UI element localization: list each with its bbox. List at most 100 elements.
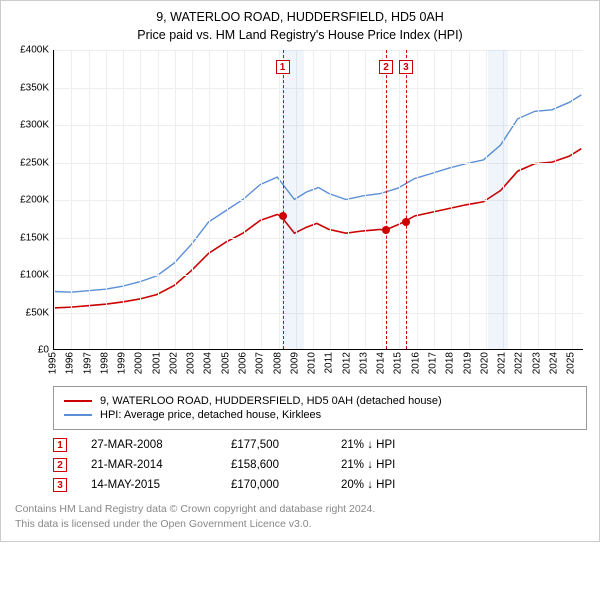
legend-swatch: [64, 414, 92, 416]
sale-price: £170,000: [231, 479, 341, 491]
x-tick-label: 2014: [376, 352, 387, 374]
sale-row: 2 21-MAR-2014£158,60021% ↓ HPI: [53, 458, 587, 472]
sale-marker-line: [283, 50, 284, 349]
x-tick-label: 2019: [462, 352, 473, 374]
x-tick-label: 2009: [289, 352, 300, 374]
gridline-v: [451, 50, 452, 349]
gridline-v: [469, 50, 470, 349]
footnote: Contains HM Land Registry data © Crown c…: [15, 502, 587, 531]
x-tick-label: 2005: [220, 352, 231, 374]
gridline-v: [330, 50, 331, 349]
x-tick-label: 2004: [203, 352, 214, 374]
gridline-v: [313, 50, 314, 349]
x-tick-label: 2010: [307, 352, 318, 374]
legend-swatch: [64, 400, 92, 402]
sale-diff: 20% ↓ HPI: [341, 479, 461, 491]
x-tick-label: 2016: [410, 352, 421, 374]
sale-marker-line: [406, 50, 407, 349]
gridline-v: [192, 50, 193, 349]
recession-band: [488, 50, 509, 349]
y-tick-label: £400K: [20, 45, 49, 56]
sale-dot: [402, 218, 410, 226]
x-tick-label: 2024: [548, 352, 559, 374]
y-tick-label: £300K: [20, 120, 49, 131]
sale-price: £177,500: [231, 439, 341, 451]
legend-label: 9, WATERLOO ROAD, HUDDERSFIELD, HD5 0AH …: [100, 395, 442, 407]
sale-marker-line: [386, 50, 387, 349]
x-tick-label: 2022: [514, 352, 525, 374]
gridline-v: [279, 50, 280, 349]
sale-dot: [382, 226, 390, 234]
title-subtitle: Price paid vs. HM Land Registry's House …: [13, 27, 587, 45]
gridline-v: [140, 50, 141, 349]
sale-dot: [279, 212, 287, 220]
gridline-v: [123, 50, 124, 349]
legend-row: 9, WATERLOO ROAD, HUDDERSFIELD, HD5 0AH …: [64, 395, 576, 407]
sale-diff: 21% ↓ HPI: [341, 459, 461, 471]
gridline-v: [158, 50, 159, 349]
x-tick-label: 2025: [566, 352, 577, 374]
x-tick-label: 2007: [255, 352, 266, 374]
x-tick-label: 2012: [341, 352, 352, 374]
gridline-v: [348, 50, 349, 349]
sale-diff: 21% ↓ HPI: [341, 439, 461, 451]
x-tick-label: 2002: [168, 352, 179, 374]
gridline-v: [71, 50, 72, 349]
gridline-v: [209, 50, 210, 349]
y-tick-label: £50K: [26, 307, 49, 318]
sale-marker-box: 3: [399, 60, 413, 74]
x-tick-label: 1998: [99, 352, 110, 374]
legend-label: HPI: Average price, detached house, Kirk…: [100, 409, 321, 421]
chart-area: £0£50K£100K£150K£200K£250K£300K£350K£400…: [53, 50, 583, 380]
y-tick-label: £100K: [20, 270, 49, 281]
x-tick-label: 1995: [48, 352, 59, 374]
gridline-v: [244, 50, 245, 349]
gridline-v: [417, 50, 418, 349]
gridline-v: [434, 50, 435, 349]
y-tick-label: £150K: [20, 232, 49, 243]
gridline-v: [54, 50, 55, 349]
sale-date: 21-MAR-2014: [91, 459, 231, 471]
x-axis: 1995199619971998199920002001200220032004…: [53, 350, 583, 380]
x-tick-label: 2017: [428, 352, 439, 374]
y-axis: £0£50K£100K£150K£200K£250K£300K£350K£400…: [13, 50, 51, 350]
gridline-v: [538, 50, 539, 349]
gridline-v: [520, 50, 521, 349]
sale-row: 127-MAR-2008£177,50021% ↓ HPI: [53, 438, 587, 452]
x-tick-label: 2021: [497, 352, 508, 374]
title-address: 9, WATERLOO ROAD, HUDDERSFIELD, HD5 0AH: [13, 9, 587, 27]
gridline-v: [227, 50, 228, 349]
x-tick-label: 2015: [393, 352, 404, 374]
sale-row: 314-MAY-2015£170,00020% ↓ HPI: [53, 478, 587, 492]
gridline-v: [555, 50, 556, 349]
x-tick-label: 2013: [358, 352, 369, 374]
legend: 9, WATERLOO ROAD, HUDDERSFIELD, HD5 0AH …: [53, 386, 587, 430]
legend-row: HPI: Average price, detached house, Kirk…: [64, 409, 576, 421]
sale-number-box: 3: [53, 478, 67, 492]
x-tick-label: 1999: [117, 352, 128, 374]
gridline-v: [175, 50, 176, 349]
gridline-v: [382, 50, 383, 349]
recession-band: [282, 50, 304, 349]
gridline-v: [106, 50, 107, 349]
gridline-v: [261, 50, 262, 349]
x-tick-label: 2011: [324, 352, 335, 374]
footnote-line2: This data is licensed under the Open Gov…: [15, 517, 587, 532]
footnote-line1: Contains HM Land Registry data © Crown c…: [15, 502, 587, 517]
sale-marker-box: 1: [276, 60, 290, 74]
gridline-v: [399, 50, 400, 349]
x-tick-label: 2018: [445, 352, 456, 374]
gridline-v: [365, 50, 366, 349]
x-tick-label: 2001: [151, 352, 162, 374]
sale-number-box: 2: [53, 458, 67, 472]
x-tick-label: 2006: [238, 352, 249, 374]
y-tick-label: £250K: [20, 157, 49, 168]
x-tick-label: 2023: [531, 352, 542, 374]
sale-number-box: 1: [53, 438, 67, 452]
sales-table: 127-MAR-2008£177,50021% ↓ HPI 2 21-MAR-201…: [53, 438, 587, 492]
title-block: 9, WATERLOO ROAD, HUDDERSFIELD, HD5 0AH …: [13, 9, 587, 44]
x-tick-label: 1997: [82, 352, 93, 374]
sale-price: £158,600: [231, 459, 341, 471]
gridline-v: [89, 50, 90, 349]
x-tick-label: 2000: [134, 352, 145, 374]
